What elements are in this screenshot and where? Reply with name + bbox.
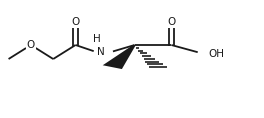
Text: O: O [27,40,35,50]
Text: O: O [72,17,80,27]
Text: H: H [93,34,101,44]
Text: OH: OH [208,49,224,59]
Text: N: N [97,47,104,57]
Polygon shape [103,45,136,69]
Text: O: O [167,17,176,27]
